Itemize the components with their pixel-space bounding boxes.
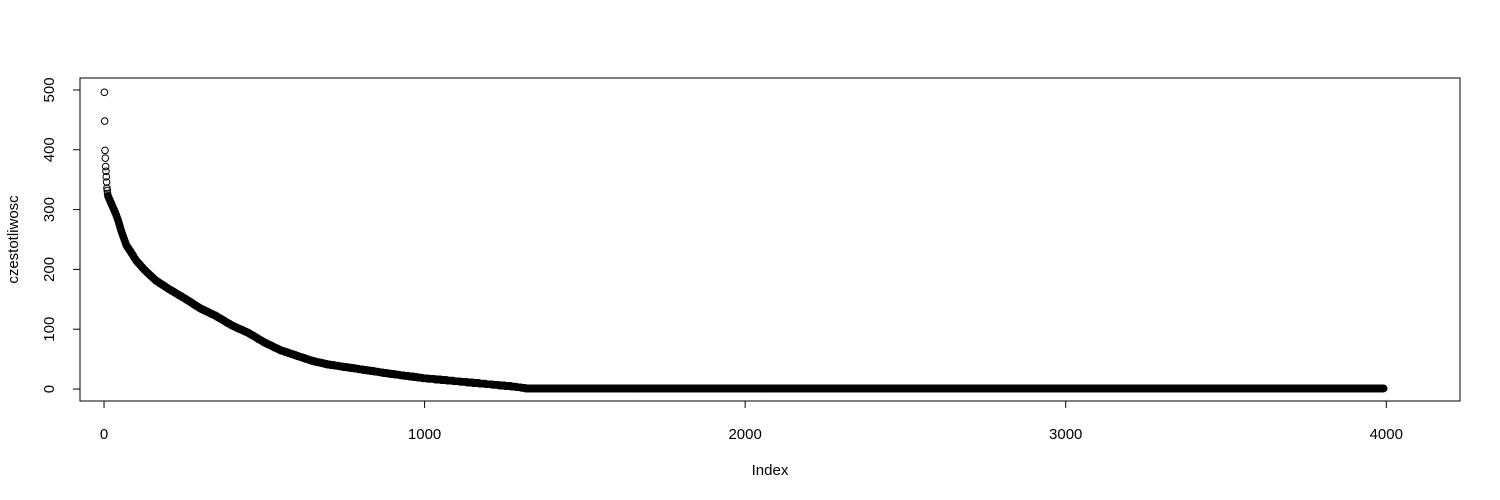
data-point [102, 167, 110, 176]
data-point [101, 162, 110, 171]
x-tick-label-2: 2000 [728, 426, 761, 443]
data-point [100, 88, 109, 97]
y-axis-title: czestotliwosc [5, 195, 22, 284]
data-point [103, 184, 111, 192]
data-point [102, 172, 111, 181]
data-point [1379, 384, 1388, 393]
y-tick-label-0: 0 [41, 385, 58, 393]
x-axis: 0 1000 2000 3000 4000 [100, 400, 1403, 443]
data-point [101, 146, 109, 155]
x-tick-label-4: 4000 [1370, 426, 1403, 443]
y-tick-label-1: 100 [41, 317, 58, 342]
data-point [101, 154, 110, 162]
y-tick-label-2: 200 [41, 257, 58, 282]
y-tick-label-5: 500 [41, 77, 58, 102]
x-tick-label-0: 0 [100, 426, 108, 443]
data-point [100, 117, 109, 125]
x-axis-title: Index [752, 462, 789, 479]
data-points [100, 88, 1388, 393]
y-tick-label-4: 400 [41, 137, 58, 162]
data-point [102, 178, 111, 186]
x-tick-label-3: 3000 [1049, 426, 1082, 443]
y-axis: 0 100 200 300 400 500 [41, 77, 81, 393]
x-tick-label-1: 1000 [408, 426, 441, 443]
y-tick-label-3: 300 [41, 197, 58, 222]
